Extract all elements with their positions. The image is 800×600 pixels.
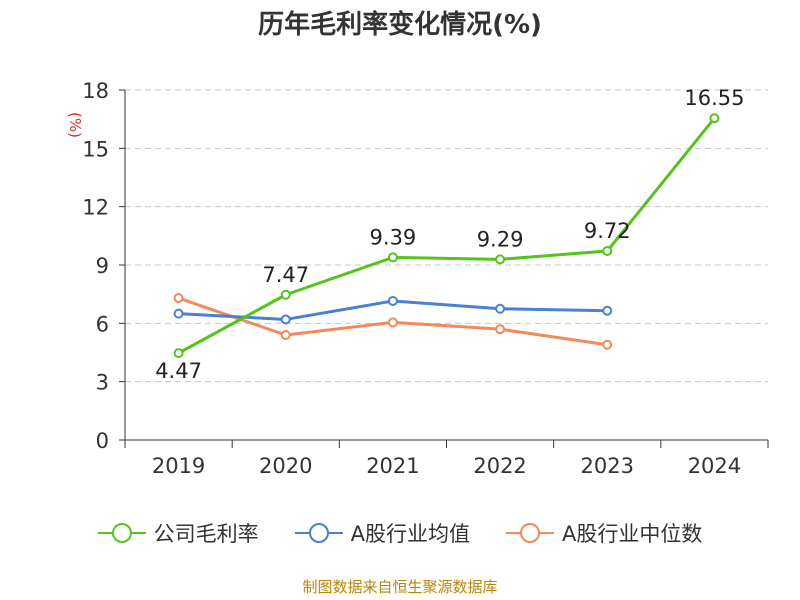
series-line — [177, 117, 716, 355]
data-label: 9.29 — [477, 227, 524, 251]
y-tick-label: 6 — [96, 312, 109, 336]
data-point — [602, 339, 613, 350]
data-point — [280, 330, 291, 340]
y-tick-label: 12 — [82, 196, 109, 220]
y-tick-label: 15 — [82, 137, 109, 161]
data-point — [495, 324, 506, 335]
data-label: 9.39 — [370, 225, 417, 249]
data-point — [709, 113, 720, 124]
data-point — [602, 305, 613, 316]
data-label: 16.55 — [684, 86, 744, 110]
y-tick-label: 0 — [96, 429, 109, 453]
data-label: 9.72 — [584, 219, 631, 243]
y-tick-label: 18 — [82, 79, 109, 103]
legend-label: A股行业中位数 — [562, 522, 703, 546]
data-point — [173, 348, 184, 359]
x-tick-label: 2020 — [259, 454, 312, 478]
data-point — [495, 254, 506, 265]
y-tick-label: 3 — [96, 371, 109, 395]
data-point — [602, 246, 613, 256]
legend-label: 公司毛利率 — [153, 522, 259, 546]
data-label: 4.47 — [155, 359, 202, 383]
y-tick-label: 9 — [96, 254, 109, 278]
data-point — [387, 252, 398, 263]
legend-marker-icon — [294, 523, 343, 543]
source-note: 制图数据来自恒生聚源数据库 — [302, 578, 498, 596]
x-tick-label: 2019 — [152, 454, 205, 478]
data-point — [387, 295, 398, 306]
legend-item: A股行业中位数 — [506, 518, 702, 548]
data-point — [495, 303, 506, 314]
legend: 公司毛利率 A股行业均值 A股行业中位数 — [0, 518, 800, 548]
x-tick-label: 2022 — [473, 454, 526, 478]
x-tick-label: 2023 — [581, 454, 634, 478]
legend-marker-icon — [506, 523, 554, 543]
data-point — [173, 308, 184, 319]
legend-item: 公司毛利率 — [97, 518, 259, 548]
chart-title: 历年毛利率变化情况(%) — [258, 10, 542, 40]
legend-item: A股行业均值 — [294, 518, 470, 548]
y-axis-label: (%) — [66, 112, 84, 138]
data-label: 7.47 — [262, 263, 309, 287]
data-point — [280, 289, 291, 300]
data-point — [280, 314, 291, 325]
legend-label: A股行业均值 — [350, 522, 470, 546]
data-point — [387, 317, 398, 328]
x-tick-label: 2024 — [688, 454, 741, 478]
data-point — [173, 293, 184, 304]
legend-marker-icon — [97, 523, 146, 543]
x-tick-label: 2021 — [366, 454, 419, 478]
line-chart: 0 3 6 9 12 15 18 (%) 2019 2020 2021 2022 2023 2024 4.4… — [66, 79, 769, 478]
